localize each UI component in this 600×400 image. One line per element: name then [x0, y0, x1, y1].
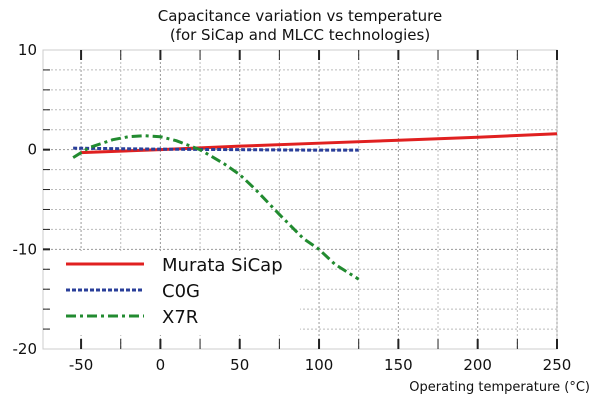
series-line-x7r — [72, 134, 360, 281]
x-tick-label: 250 — [543, 356, 572, 374]
series-line-c0g — [73, 146, 359, 152]
chart-title: Capacitance variation vs temperature — [158, 7, 442, 25]
legend-label: Murata SiCap — [162, 255, 283, 276]
chart-subtitle: (for SiCap and MLCC technologies) — [170, 26, 430, 44]
x-axis-label: Operating temperature (°C) — [409, 380, 590, 395]
x-tick-label: 150 — [384, 356, 413, 374]
legend-label: C0G — [162, 281, 200, 302]
y-tick-label: -20 — [13, 340, 38, 358]
x-tick-label: 50 — [230, 356, 249, 374]
x-tick-label: -50 — [69, 356, 94, 374]
x-tick-label: 100 — [305, 356, 334, 374]
y-tick-label: 0 — [27, 141, 37, 159]
legend-label: X7R — [162, 307, 198, 328]
y-tick-label: -10 — [13, 240, 38, 258]
x-tick-label: 200 — [463, 356, 492, 374]
y-tick-label: 10 — [18, 41, 37, 59]
x-tick-label: 0 — [156, 356, 166, 374]
